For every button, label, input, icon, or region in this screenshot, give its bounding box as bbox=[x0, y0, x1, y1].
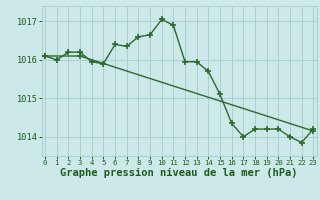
X-axis label: Graphe pression niveau de la mer (hPa): Graphe pression niveau de la mer (hPa) bbox=[60, 168, 298, 178]
